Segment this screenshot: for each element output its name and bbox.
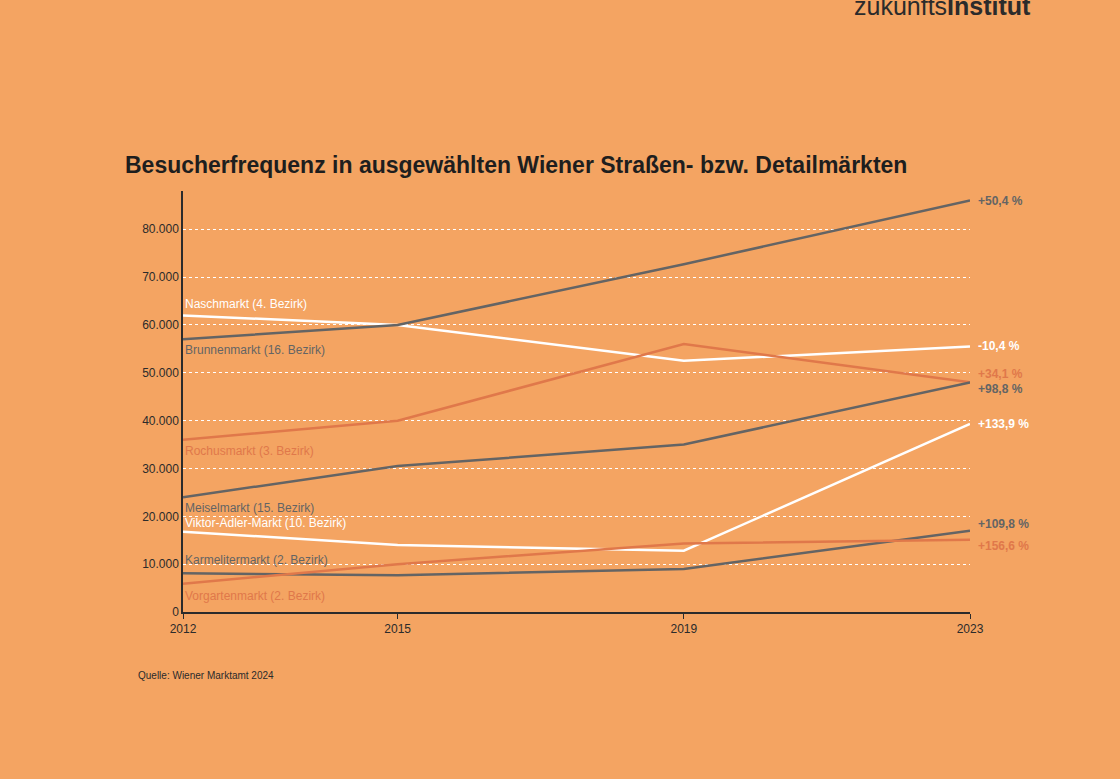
svg-text:zukunftsInstitut: zukunftsInstitut — [854, 0, 1031, 20]
svg-text:20.000: 20.000 — [142, 510, 179, 524]
svg-text:Quelle: Wiener Marktamt 2024: Quelle: Wiener Marktamt 2024 — [138, 670, 274, 681]
svg-text:+34,1 %: +34,1 % — [978, 367, 1023, 381]
svg-text:2023: 2023 — [957, 622, 984, 636]
svg-text:70.000: 70.000 — [142, 270, 179, 284]
svg-text:+133,9 %: +133,9 % — [978, 417, 1029, 431]
svg-text:30.000: 30.000 — [142, 462, 179, 476]
svg-text:Naschmarkt (4. Bezirk): Naschmarkt (4. Bezirk) — [185, 297, 307, 311]
svg-text:Karmelitermarkt (2. Bezirk): Karmelitermarkt (2. Bezirk) — [185, 553, 328, 567]
svg-text:2015: 2015 — [384, 622, 411, 636]
svg-text:Vorgartenmarkt (2. Bezirk): Vorgartenmarkt (2. Bezirk) — [185, 589, 325, 603]
svg-text:-10,4 %: -10,4 % — [978, 339, 1020, 353]
svg-text:Meiselmarkt (15. Bezirk): Meiselmarkt (15. Bezirk) — [185, 501, 314, 515]
svg-text:80.000: 80.000 — [142, 222, 179, 236]
svg-text:50.000: 50.000 — [142, 366, 179, 380]
svg-text:2019: 2019 — [670, 622, 697, 636]
svg-text:2012: 2012 — [170, 622, 197, 636]
svg-text:+50,4 %: +50,4 % — [978, 194, 1023, 208]
svg-text:40.000: 40.000 — [142, 414, 179, 428]
svg-text:0: 0 — [172, 605, 179, 619]
svg-text:+156,6 %: +156,6 % — [978, 539, 1029, 553]
svg-text:+98,8 %: +98,8 % — [978, 382, 1023, 396]
svg-text:60.000: 60.000 — [142, 318, 179, 332]
svg-text:10.000: 10.000 — [142, 557, 179, 571]
svg-text:Brunnenmarkt (16. Bezirk): Brunnenmarkt (16. Bezirk) — [185, 343, 325, 357]
svg-text:Viktor-Adler-Markt (10. Bezirk: Viktor-Adler-Markt (10. Bezirk) — [185, 516, 346, 530]
svg-text:+109,8 %: +109,8 % — [978, 517, 1029, 531]
svg-text:Rochusmarkt (3. Bezirk): Rochusmarkt (3. Bezirk) — [185, 444, 314, 458]
svg-text:Besucherfrequenz in ausgewählt: Besucherfrequenz in ausgewählten Wiener … — [125, 152, 907, 178]
